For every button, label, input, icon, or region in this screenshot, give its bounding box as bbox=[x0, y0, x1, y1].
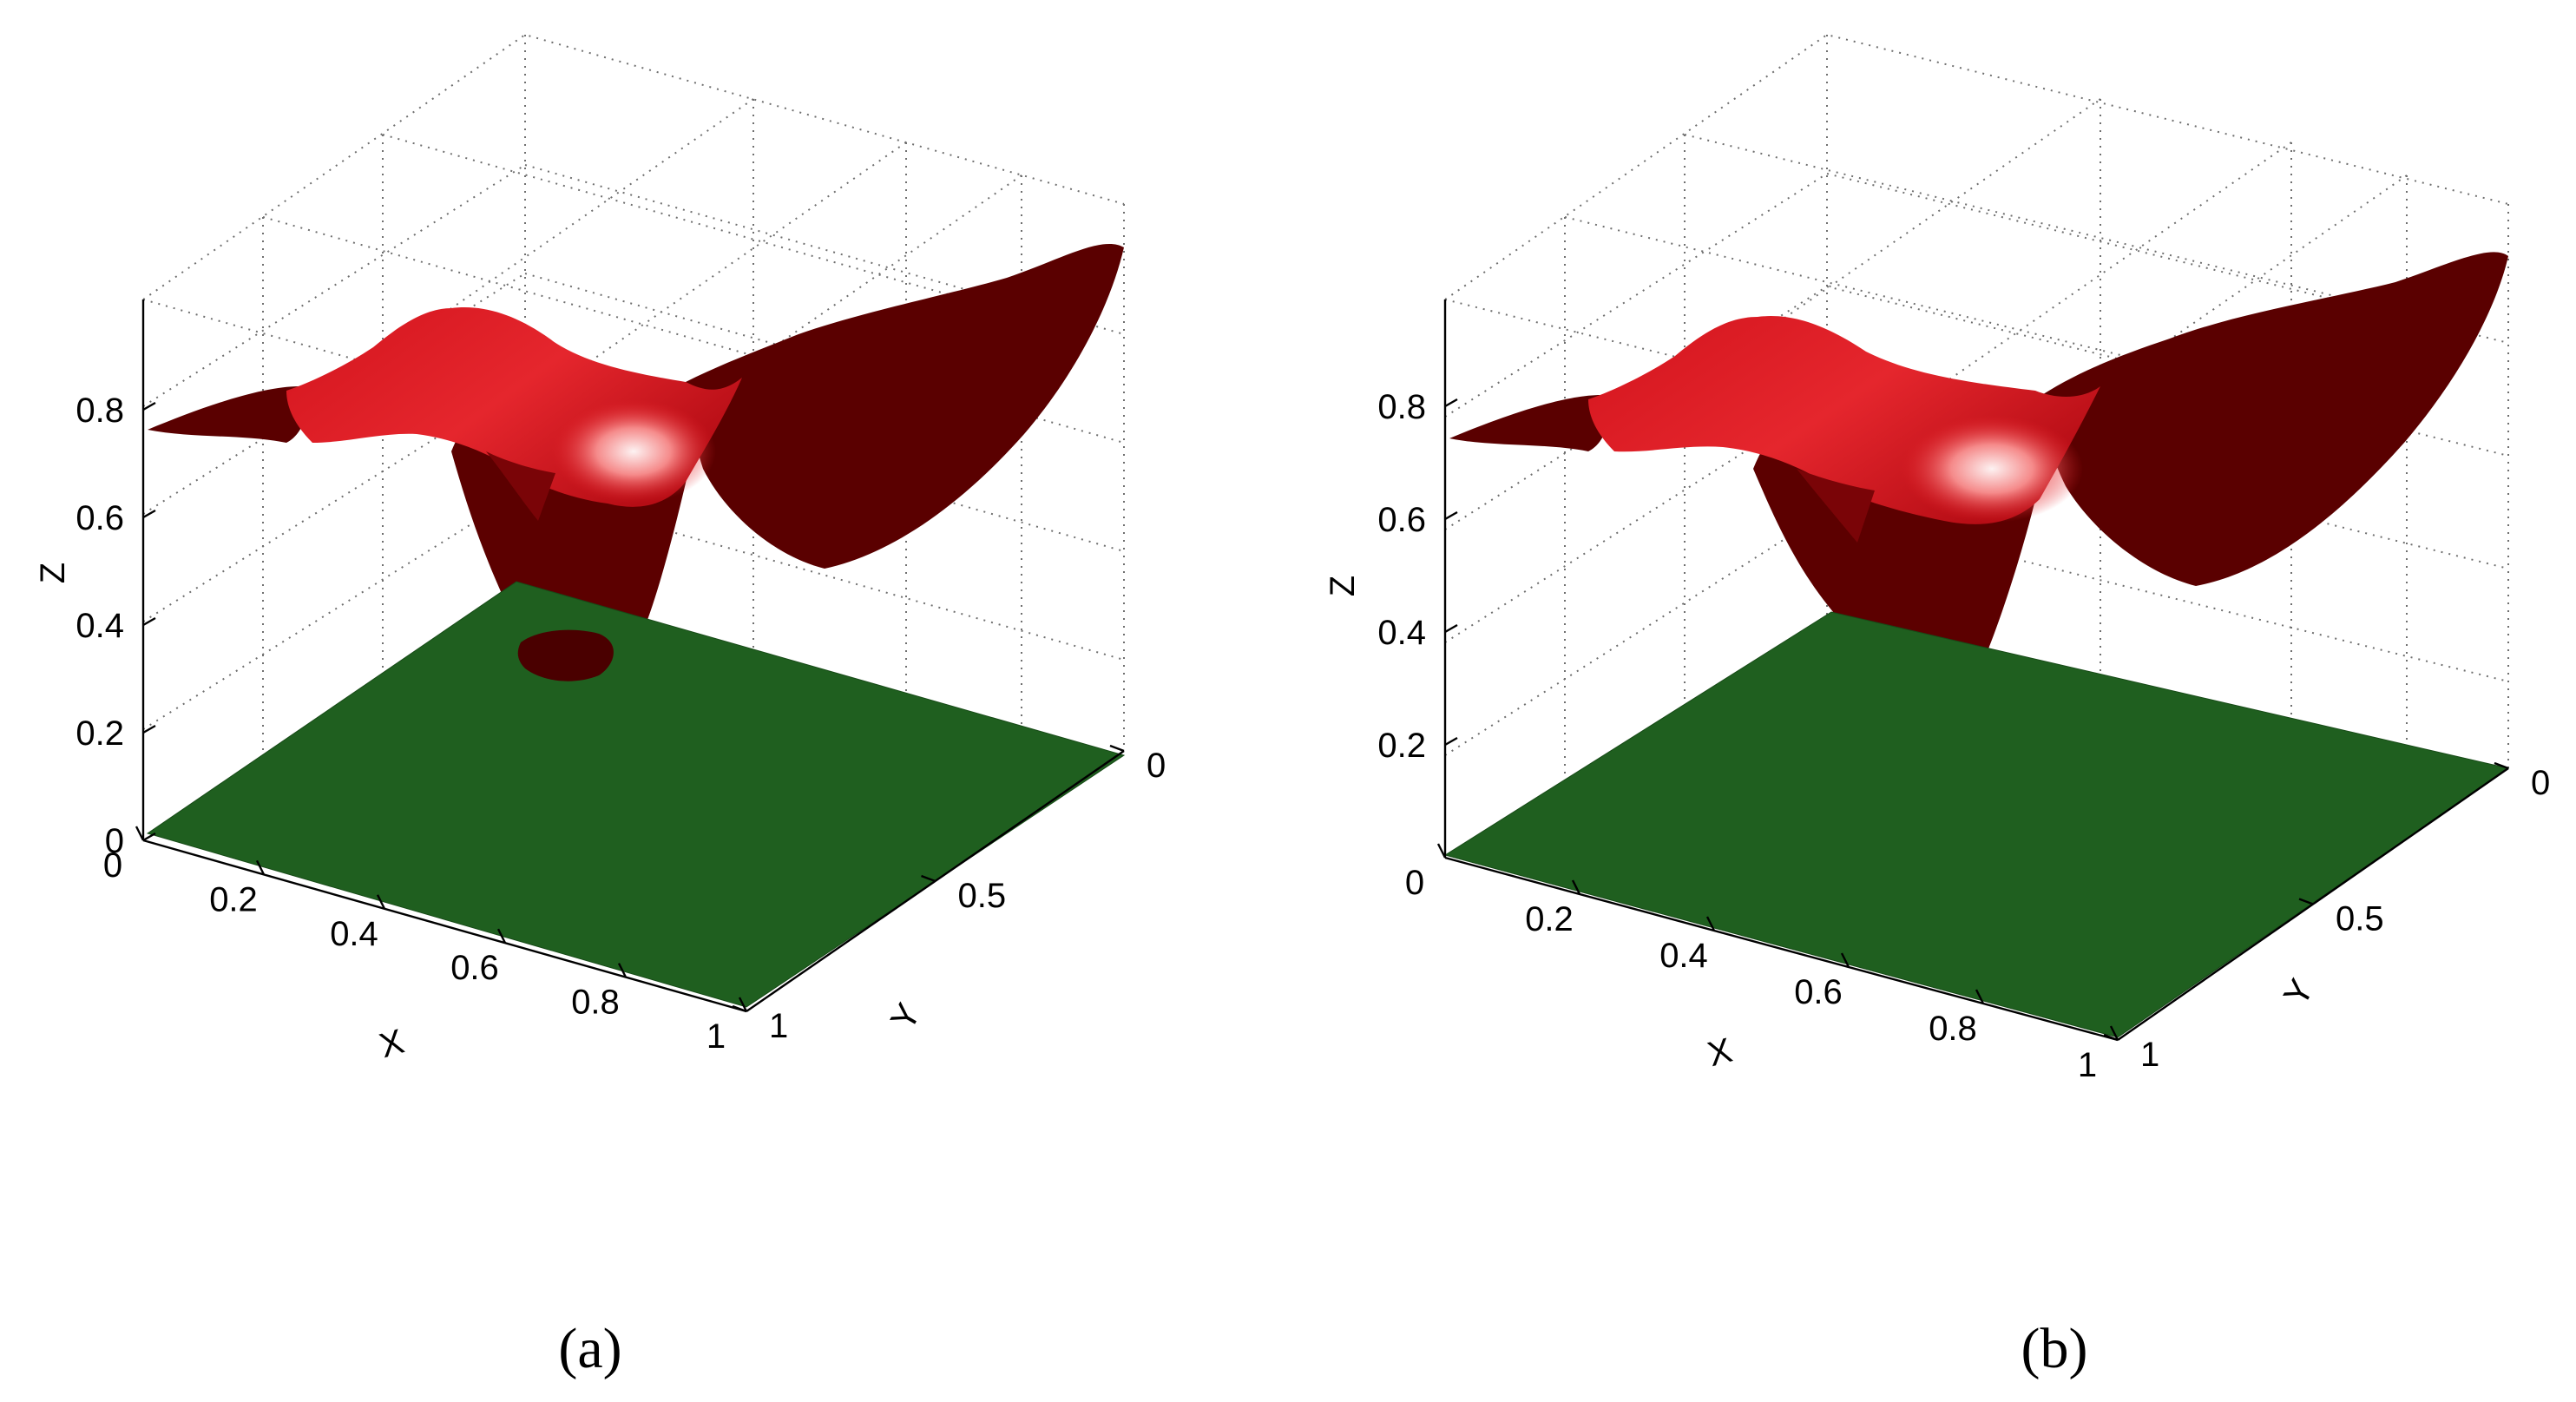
x-axis-label: X bbox=[376, 1023, 409, 1066]
y-axis-label: Y bbox=[2277, 973, 2321, 1012]
x-tick-label: 0 bbox=[103, 846, 122, 885]
x-tick-mark bbox=[1840, 952, 1850, 968]
y-tick-mark bbox=[2298, 898, 2314, 905]
x-tick-label: 0.4 bbox=[1659, 937, 1708, 975]
z-tick-mark bbox=[1444, 398, 1458, 408]
chart-panel-b: 0 0.2 0.4 0.6 0.8 1 0 0.5 1 0.2 0.4 0.6 0.8 X Y Z (b… bbox=[1324, 33, 2550, 1380]
tick-labels: 0 0.2 0.4 0.6 0.8 1 0 0.5 1 0 0.2 0.4 0.6 0.8 bbox=[76, 392, 1166, 1056]
y-tick-label: 0 bbox=[2531, 764, 2550, 802]
tick-marks bbox=[135, 401, 1125, 1013]
y-tick-label: 0.5 bbox=[958, 877, 1007, 915]
x-tick-label: 1 bbox=[2078, 1046, 2097, 1084]
z-tick-label: 0.2 bbox=[1377, 727, 1426, 765]
x-tick-label: 0.2 bbox=[209, 880, 258, 918]
x-tick-mark bbox=[255, 859, 266, 875]
z-tick-mark bbox=[142, 724, 156, 734]
z-tick-mark bbox=[1444, 510, 1458, 521]
surface-lower bbox=[146, 581, 1126, 1008]
surface-lower bbox=[1443, 611, 2510, 1038]
x-tick-label: 0.2 bbox=[1525, 900, 1574, 938]
x-tick-label: 0.6 bbox=[1794, 973, 1843, 1011]
y-tick-mark bbox=[732, 1004, 747, 1013]
z-tick-label: 0.6 bbox=[1377, 501, 1426, 539]
y-tick-mark bbox=[2494, 761, 2509, 770]
chart-panel-a: 0 0.2 0.4 0.6 0.8 1 0 0.5 1 0 0.2 0.4 0.6 0.8 X Y Z (… bbox=[34, 33, 1166, 1380]
y-tick-mark bbox=[921, 874, 936, 883]
x-tick-mark bbox=[1436, 843, 1447, 859]
z-tick-label: 0.6 bbox=[76, 499, 124, 537]
x-tick-label: 1 bbox=[706, 1017, 726, 1056]
x-tick-label: 0 bbox=[1405, 864, 1424, 902]
x-tick-mark bbox=[738, 997, 748, 1012]
caption-a: (a) bbox=[558, 1317, 621, 1380]
x-tick-label: 0.6 bbox=[450, 949, 499, 987]
grid bbox=[1444, 33, 2509, 858]
y-tick-mark bbox=[1109, 744, 1125, 753]
z-tick-label: 0.2 bbox=[76, 714, 124, 753]
z-tick-label: 0 bbox=[105, 822, 124, 860]
tick-labels: 0 0.2 0.4 0.6 0.8 1 0 0.5 1 0.2 0.4 0.6 0.8 bbox=[1377, 388, 2550, 1084]
z-tick-label: 0.8 bbox=[1377, 388, 1426, 426]
x-tick-mark bbox=[1975, 989, 1985, 1004]
z-tick-mark bbox=[142, 509, 156, 519]
x-tick-mark bbox=[1571, 879, 1581, 895]
y-axis-label: Y bbox=[884, 997, 928, 1037]
x-axis-label: X bbox=[1704, 1031, 1736, 1074]
z-axis-label: Z bbox=[34, 563, 72, 583]
x-tick-mark bbox=[376, 894, 386, 910]
z-tick-label: 0.4 bbox=[1377, 614, 1426, 652]
z-tick-mark bbox=[1444, 623, 1458, 634]
x-tick-mark bbox=[2109, 1025, 2119, 1041]
x-tick-label: 0.8 bbox=[571, 984, 620, 1022]
y-tick-label: 0.5 bbox=[2336, 900, 2384, 938]
y-tick-label: 0 bbox=[1147, 747, 1166, 785]
x-tick-mark bbox=[135, 826, 145, 841]
z-axis-label: Z bbox=[1324, 576, 1362, 596]
caption-b: (b) bbox=[2021, 1317, 2088, 1380]
x-tick-label: 0.8 bbox=[1929, 1010, 1977, 1048]
x-tick-mark bbox=[1705, 916, 1716, 931]
y-tick-label: 1 bbox=[2140, 1036, 2159, 1074]
y-tick-label: 1 bbox=[769, 1007, 788, 1045]
surface-spot bbox=[517, 629, 614, 681]
surface-upper bbox=[1449, 252, 2508, 651]
x-tick-mark bbox=[617, 963, 628, 978]
surface-upper bbox=[148, 243, 1124, 634]
z-tick-mark bbox=[142, 616, 156, 627]
z-tick-label: 0.4 bbox=[76, 607, 124, 645]
z-tick-mark bbox=[142, 401, 156, 411]
z-tick-mark bbox=[1444, 736, 1458, 747]
tick-marks bbox=[1436, 398, 2509, 1042]
x-tick-mark bbox=[496, 928, 507, 944]
x-tick-label: 0.4 bbox=[330, 915, 378, 953]
z-tick-label: 0.8 bbox=[76, 392, 124, 430]
y-tick-mark bbox=[2103, 1033, 2119, 1042]
z-tick-mark bbox=[142, 832, 156, 842]
